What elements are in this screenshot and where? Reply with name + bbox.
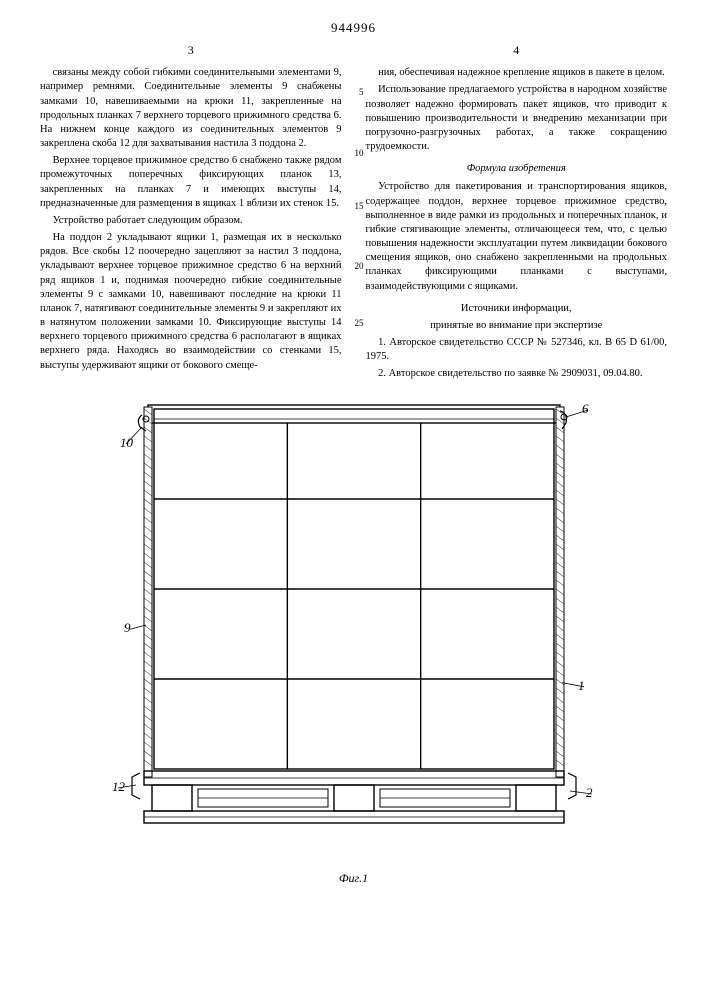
svg-text:12: 12: [112, 779, 126, 794]
svg-text:10: 10: [120, 435, 134, 450]
figure-drawing: 6 10 9 1 12 2: [84, 399, 624, 869]
formula-title: Формула изобретения: [366, 162, 668, 176]
svg-text:9: 9: [124, 620, 131, 635]
svg-text:2: 2: [586, 785, 593, 800]
ln-5: 5: [359, 86, 364, 98]
ln-20: 20: [355, 260, 364, 272]
left-p4: На поддон 2 укладывают ящики 1, размещая…: [40, 231, 342, 373]
sources-title: Источники информации,: [366, 302, 668, 316]
ln-25: 25: [355, 317, 364, 329]
sources-sub: принятые во внимание при экспертизе: [366, 319, 668, 333]
page-num-left: 3: [40, 42, 342, 58]
right-column: 5 10 15 20 25 4 ния, обеспечивая надежно…: [366, 42, 668, 385]
text-columns: 3 связаны между собой гибкими соединител…: [40, 42, 667, 385]
ln-10: 10: [355, 147, 364, 159]
right-p1: ния, обеспечивая надежное крепление ящик…: [366, 66, 668, 80]
figure-container: 6 10 9 1 12 2: [40, 399, 667, 869]
right-p3: Устройство для пакетирования и транспорт…: [366, 180, 668, 293]
left-p1: связаны между собой гибкими соединительн…: [40, 66, 342, 151]
ln-15: 15: [355, 200, 364, 212]
source-2: 2. Авторское свидетельство по заявке № 2…: [366, 367, 668, 381]
left-p2: Верхнее торцевое прижимное средство 6 сн…: [40, 154, 342, 211]
left-p3: Устройство работает следующим образом.: [40, 214, 342, 228]
source-1: 1. Авторское свидетельство СССР № 527346…: [366, 336, 668, 364]
svg-text:1: 1: [578, 677, 585, 692]
right-p2: Использование предлагаемого устройства в…: [366, 83, 668, 154]
left-column: 3 связаны между собой гибкими соединител…: [40, 42, 342, 385]
figure-caption: Фиг.1: [40, 871, 667, 886]
page-num-right: 4: [366, 42, 668, 58]
patent-number: 944996: [40, 20, 667, 36]
svg-text:6: 6: [582, 401, 589, 416]
